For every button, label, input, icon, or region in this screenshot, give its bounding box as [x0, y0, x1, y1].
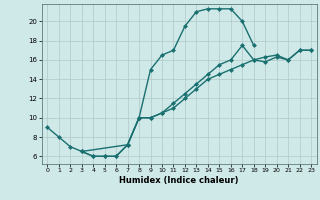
X-axis label: Humidex (Indice chaleur): Humidex (Indice chaleur) — [119, 176, 239, 185]
